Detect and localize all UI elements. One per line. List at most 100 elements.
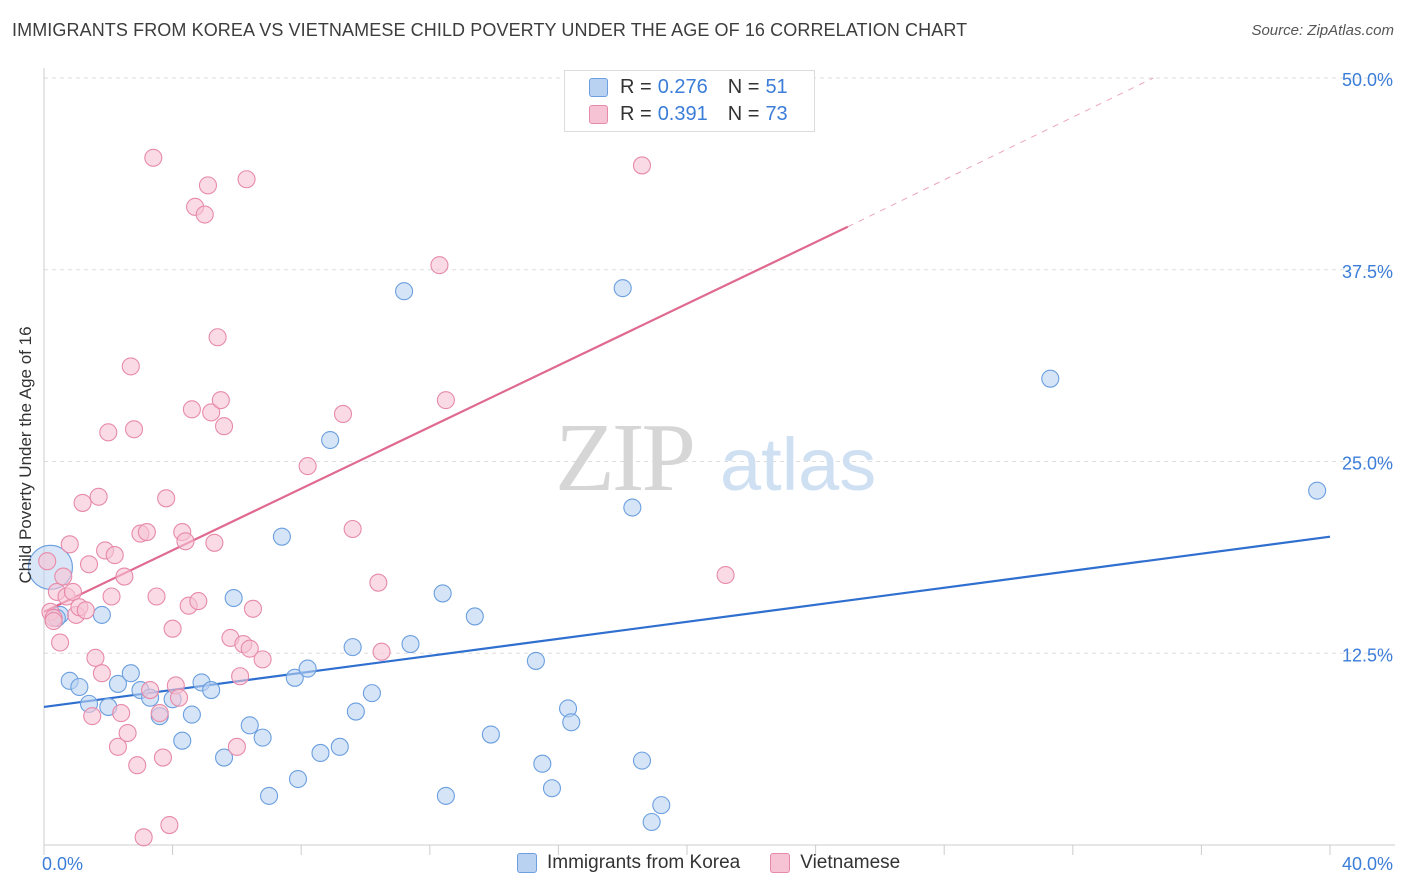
watermark: ZIP atlas [555, 404, 876, 512]
data-point-korea [542, 779, 562, 798]
data-point-vietnamese [237, 170, 256, 189]
y-tick-label: 25.0% [1342, 454, 1393, 474]
legend-r-label: R = [620, 75, 652, 98]
data-point-korea [253, 728, 272, 747]
data-point-korea [623, 498, 642, 517]
data-point-vietnamese [105, 546, 124, 565]
x-tick-label: 40.0% [1342, 854, 1393, 874]
data-point-vietnamese [227, 737, 246, 756]
data-point-korea [613, 279, 632, 298]
data-point-korea [70, 677, 89, 697]
data-point-korea [240, 716, 259, 735]
series-swatch-vietnamese [770, 853, 791, 873]
data-point-vietnamese [716, 565, 735, 585]
legend-r-value: 0.276 [657, 75, 708, 98]
data-point-korea [121, 664, 140, 683]
data-point-vietnamese [108, 737, 127, 756]
data-point-vietnamese [153, 748, 173, 767]
series-swatch-korea [517, 853, 537, 873]
data-point-vietnamese [134, 828, 153, 847]
data-point-vietnamese [436, 391, 455, 410]
data-point-korea [346, 702, 365, 721]
data-point-vietnamese [102, 587, 121, 606]
y-tick-label: 12.5% [1342, 645, 1393, 665]
data-point-korea [285, 668, 304, 687]
data-point-korea [343, 638, 362, 657]
trend-layer [43, 77, 1331, 709]
data-point-korea [481, 725, 500, 744]
grid-layer [44, 77, 1395, 654]
data-point-vietnamese [160, 816, 179, 835]
legend-n-label: N = [727, 102, 760, 125]
data-point-vietnamese [157, 489, 176, 508]
data-point-vietnamese [333, 404, 353, 423]
data-point-korea [1041, 369, 1060, 388]
data-point-vietnamese [141, 681, 160, 700]
data-point-korea [562, 713, 581, 732]
chart-title: IMMIGRANTS FROM KOREA VS VIETNAMESE CHIL… [12, 20, 968, 40]
y-axis-label: Child Poverty Under the Age of 16 [16, 326, 35, 584]
data-point-korea [214, 748, 234, 767]
data-point-vietnamese [124, 420, 144, 439]
legend-row-korea: R = 0.276 N = 51 [589, 74, 788, 100]
data-point-korea [173, 731, 192, 750]
data-point-vietnamese [73, 493, 92, 512]
tick-label-layer: 12.5% 25.0% 37.5% 50.0% 0.0% 40.0% [42, 70, 1393, 874]
legend-row-vietnamese: R = 0.391 N = 73 [589, 101, 788, 127]
data-point-korea [395, 282, 414, 301]
legend-swatch-vietnamese [589, 104, 608, 124]
data-point-vietnamese [115, 567, 134, 586]
data-point-korea [288, 769, 308, 789]
data-point-vietnamese [298, 457, 317, 476]
data-point-vietnamese [128, 756, 147, 775]
y-tick-label: 50.0% [1342, 70, 1393, 90]
data-point-korea [533, 754, 552, 773]
watermark-atlas: atlas [720, 423, 876, 506]
data-point-korea [224, 588, 243, 608]
data-point-vietnamese [202, 403, 221, 422]
data-point-vietnamese [137, 523, 156, 542]
data-point-vietnamese [169, 688, 189, 707]
data-point-vietnamese [76, 601, 95, 620]
data-point-korea [362, 684, 381, 703]
series-label-vietnamese: Vietnamese [800, 852, 901, 873]
data-point-korea [436, 786, 455, 805]
data-point-vietnamese [632, 156, 652, 175]
data-point-vietnamese [44, 611, 63, 631]
data-point-vietnamese [231, 667, 250, 686]
data-point-korea [259, 786, 279, 805]
series-label-korea: Immigrants from Korea [547, 852, 741, 873]
data-point-vietnamese [372, 642, 391, 661]
watermark-zip: ZIP [555, 404, 693, 512]
data-point-vietnamese [214, 417, 234, 436]
trend-extension-vietnamese [847, 77, 1154, 228]
series-legend-vietnamese: Vietnamese [770, 852, 900, 874]
data-point-vietnamese [121, 357, 140, 376]
data-point-korea [433, 584, 452, 603]
legend-n-label: N = [727, 75, 760, 98]
data-point-vietnamese [240, 639, 259, 658]
data-point-korea [182, 705, 201, 724]
trend-line-korea [43, 535, 1331, 709]
legend-n-value: 51 [765, 75, 788, 98]
y-tick-label: 37.5% [1342, 262, 1393, 282]
data-point-korea [526, 651, 545, 670]
correlation-legend: R = 0.276 N = 51 R = 0.391 N = 73 [564, 70, 815, 132]
data-point-vietnamese [112, 704, 131, 723]
data-point-vietnamese [198, 176, 218, 195]
data-point-korea [202, 681, 221, 700]
data-point-korea [298, 659, 317, 678]
data-point-vietnamese [208, 328, 227, 347]
data-point-vietnamese [163, 619, 182, 638]
data-point-vietnamese [243, 599, 263, 618]
trend-line-vietnamese [43, 225, 849, 613]
data-point-vietnamese [147, 587, 166, 606]
data-point-vietnamese [118, 723, 137, 743]
data-point-vietnamese [176, 532, 195, 551]
data-point-vietnamese [189, 592, 208, 611]
data-point-korea [642, 812, 661, 832]
data-point-vietnamese [430, 256, 449, 275]
data-point-vietnamese [99, 423, 118, 442]
x-tick-label: 0.0% [42, 854, 83, 874]
data-point-vietnamese [89, 487, 108, 506]
